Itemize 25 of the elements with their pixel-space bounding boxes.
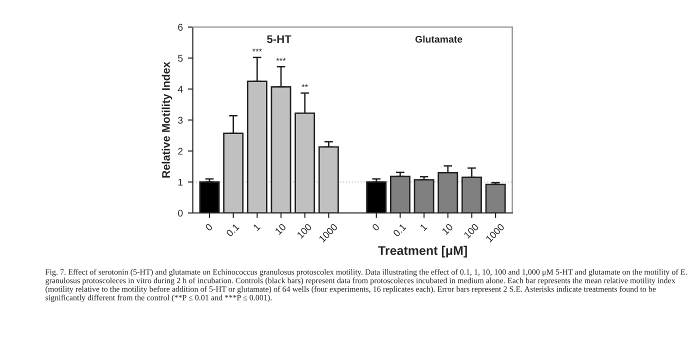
y-tick-label: 4	[178, 86, 183, 93]
x-tick-label: 1	[420, 223, 428, 231]
annotation: ***	[252, 48, 262, 52]
y-tick-label: 1	[178, 178, 183, 186]
y-tick-label: 0	[178, 210, 183, 217]
x-tick-label: 10	[442, 223, 454, 235]
y-tick-label: 2	[178, 148, 183, 155]
x-tick-label: 0	[204, 223, 213, 232]
x-tick-label: 0.1	[226, 223, 240, 238]
annotation: 5-HT	[267, 35, 292, 44]
annotation: ***	[276, 58, 286, 61]
x-tick-label: 0.1	[392, 223, 406, 238]
y-tick-label: 5	[178, 54, 183, 62]
annotation: **	[302, 84, 308, 88]
x-axis-title: Treatment [μM]	[378, 246, 467, 258]
annotation: Glutamate	[415, 36, 462, 43]
x-tick-label: 10	[274, 223, 286, 235]
y-axis-title: Relative Motility Index	[162, 62, 172, 178]
y-tick-label: 3	[178, 116, 183, 124]
x-tick-label: 100	[296, 223, 312, 239]
x-tick-label: 0	[372, 223, 380, 232]
x-tick-label: 100	[463, 223, 480, 239]
x-tick-label: 1	[252, 223, 261, 231]
y-tick-label: 6	[178, 24, 183, 31]
caption: Fig. 7. Effect of serotonin (5-HT) and glutamate on Echinococcus granulosus protoscolex motility. Data illustrating the effect of 0.1, 1, 10, 100 and 1,000 μM 5-HT and glutamate on the motility of E. granulosus protoscoleces in vitro during 2 h of incubation. Controls (black bars) represent data from protoscoleces incubated in medium alone. Each bar represents the mean relative motility index (motility relative to the motility before addition of 5-HT or glutamate) of 64 wells (four experiments, 16 replicates each). Error bars represent 2 S.E. Asterisks indicate treatments found to be significantly different from the control (**P ≤ 0.01 and ***P ≤ 0.001).	[45, 268, 687, 302]
